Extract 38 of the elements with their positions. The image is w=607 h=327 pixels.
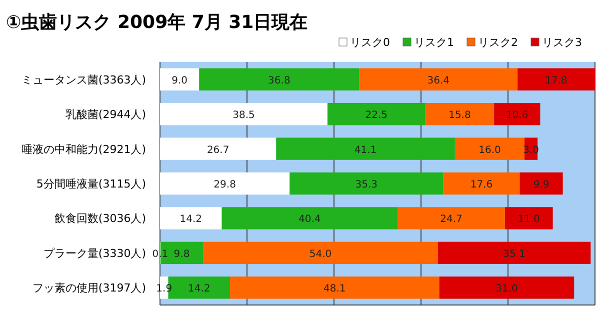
data-label: 24.7 xyxy=(440,214,462,226)
data-label: 17.8 xyxy=(545,75,568,86)
data-label: 48.1 xyxy=(324,284,346,295)
data-label: 9.0 xyxy=(172,75,188,86)
data-label: 35.3 xyxy=(355,180,378,190)
data-label: 36.8 xyxy=(268,75,290,86)
data-label: 9.9 xyxy=(533,180,550,190)
data-label: 54.0 xyxy=(309,248,332,260)
data-label: 26.7 xyxy=(206,144,230,156)
data-label: 11.0 xyxy=(518,214,540,226)
y-tick-label: ミュータンス菌(3363人) xyxy=(21,73,146,86)
data-label: 29.8 xyxy=(214,180,236,190)
y-tick-label: プラーク量(3330人) xyxy=(43,246,146,260)
y-tick-label: 5分間唾液量(3115人) xyxy=(36,178,146,190)
legend-label: リスク0 xyxy=(350,36,390,49)
data-label: 38.5 xyxy=(232,110,255,122)
data-label: 22.5 xyxy=(365,110,388,122)
data-label: 36.4 xyxy=(427,75,450,86)
data-label: 15.8 xyxy=(448,110,471,122)
chart-title: ①虫歯リスク 2009年 7月 31日現在 xyxy=(6,12,308,33)
y-tick-label: 飲食回数(3036人) xyxy=(54,212,146,226)
data-label: 14.2 xyxy=(188,284,210,295)
data-label: 17.6 xyxy=(470,180,493,190)
data-label: 31.0 xyxy=(496,284,518,295)
data-label: 14.2 xyxy=(180,214,202,226)
data-label: 16.0 xyxy=(478,144,501,156)
y-tick-label: 乳酸菌(2944人) xyxy=(65,108,146,122)
data-label: 35.1 xyxy=(503,248,526,260)
data-label: 40.4 xyxy=(298,214,321,226)
y-tick-label: フッ素の使用(3197人) xyxy=(32,282,146,295)
legend-label: リスク2 xyxy=(478,36,518,49)
data-label: 9.8 xyxy=(174,248,190,260)
data-label: 0.1 xyxy=(152,248,168,260)
legend-label: リスク3 xyxy=(542,36,582,49)
data-label: 41.1 xyxy=(354,144,377,156)
legend-label: リスク1 xyxy=(414,36,454,49)
data-label: 10.6 xyxy=(506,110,528,122)
y-tick-label: 唾液の中和能力(2921人) xyxy=(21,142,146,156)
